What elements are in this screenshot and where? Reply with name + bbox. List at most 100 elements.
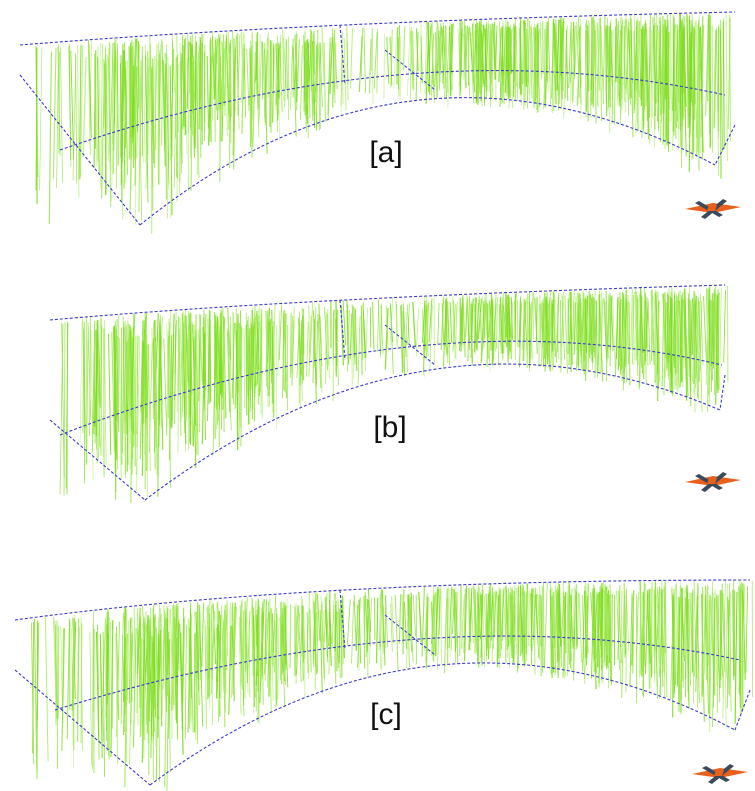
wireframe-top-edge [19,11,736,46]
vector-arrow [353,594,357,651]
vector-arrow [415,28,419,72]
vector-arrow [63,322,66,496]
vector-arrow [576,26,581,106]
panel-c-visualization [14,579,754,791]
vector-arrow [346,26,349,85]
vector-arrow [398,594,402,644]
vector-arrow [407,303,410,345]
vector-arrow [474,589,477,654]
vector-arrow [421,586,425,657]
vector-arrow [492,303,497,363]
vector-arrow [406,594,410,668]
vector-arrow [713,291,715,396]
vector-arrow [271,613,275,673]
vector-arrow [142,623,146,699]
vector-arrow [285,39,289,100]
vector-arrow [532,293,535,340]
vector-arrow [182,45,185,127]
vector-arrow [503,23,507,93]
vector-arrow [232,30,235,114]
wireframe-left-edge [19,74,141,226]
vector-arrow [79,321,83,444]
vector-arrow [715,593,720,673]
vector-arrow [679,580,681,695]
vector-arrow [334,600,337,652]
vector-arrow [184,624,187,739]
vector-arrow [593,26,595,106]
vector-arrow [100,43,104,188]
vector-arrow [282,32,285,82]
vector-arrow [670,23,673,123]
vector-arrow [182,328,187,445]
vector-arrow [144,334,148,456]
vector-arrow [615,299,619,377]
vector-arrow [492,294,497,360]
vector-arrow [363,591,366,655]
vector-arrow [656,587,661,677]
vector-arrow [143,58,147,163]
vector-arrow [666,14,670,122]
vector-arrow [565,29,569,102]
vector-arrow [301,606,304,681]
wireframe-right-edge [734,689,751,731]
vector-arrow [295,611,299,676]
vector-arrow [115,55,119,166]
vector-arrow [264,618,268,682]
vector-arrow [433,296,436,365]
vector-arrow [484,596,487,662]
wireframe [49,284,726,501]
vector-arrow [627,298,631,385]
vector-arrow [220,309,223,398]
vector-arrow [97,624,100,760]
vector-arrow [331,593,335,649]
vector-arrow [655,294,659,375]
vector-arrow [503,593,507,651]
vector-arrow [253,325,256,422]
vector-arrow [309,302,314,360]
vector-arrow [655,22,659,129]
vector-arrow [168,631,171,773]
vector-arrow [437,23,441,83]
vector-arrow [371,301,375,350]
vector-arrow [159,629,163,727]
vector-arrow [302,598,304,664]
vector-arrow [427,21,431,95]
vector-arrow [600,25,605,105]
vector-arrow [694,30,697,139]
vector-arrow [238,325,242,441]
vector-arrow [154,630,157,747]
vector-arrow [228,56,231,130]
vector-arrow [553,23,558,87]
vector-arrow [134,66,138,186]
vector-arrow [533,588,536,675]
vector-arrow [557,588,562,647]
vector-arrow [493,21,496,80]
vector-arrow [643,300,646,379]
vector-arrow [546,22,549,78]
vector-arrow [97,320,101,409]
panel-a-visualization [19,11,736,234]
vector-arrow [676,596,681,687]
vector-arrow [271,309,274,375]
vector-arrow [446,586,449,650]
vector-arrow [147,620,150,744]
vector-arrow [276,35,278,90]
vector-arrow [224,604,227,694]
vector-arrow [593,594,598,662]
vector-arrow [508,300,511,353]
vector-arrow [132,628,137,748]
vector-arrow [522,299,525,362]
vector-arrow [216,321,219,393]
vector-arrow [433,592,437,656]
vector-arrow [688,598,691,686]
vector-arrow [390,596,395,643]
vector-arrow [274,48,277,111]
vector-arrow [315,44,317,103]
vector-arrow [642,596,644,698]
vector-arrow [360,305,363,375]
panel-b-label: [b] [373,411,407,444]
vector-arrow [675,295,678,386]
vector-arrow [705,585,710,714]
vector-arrow [189,324,192,427]
vector-arrow [700,293,704,366]
